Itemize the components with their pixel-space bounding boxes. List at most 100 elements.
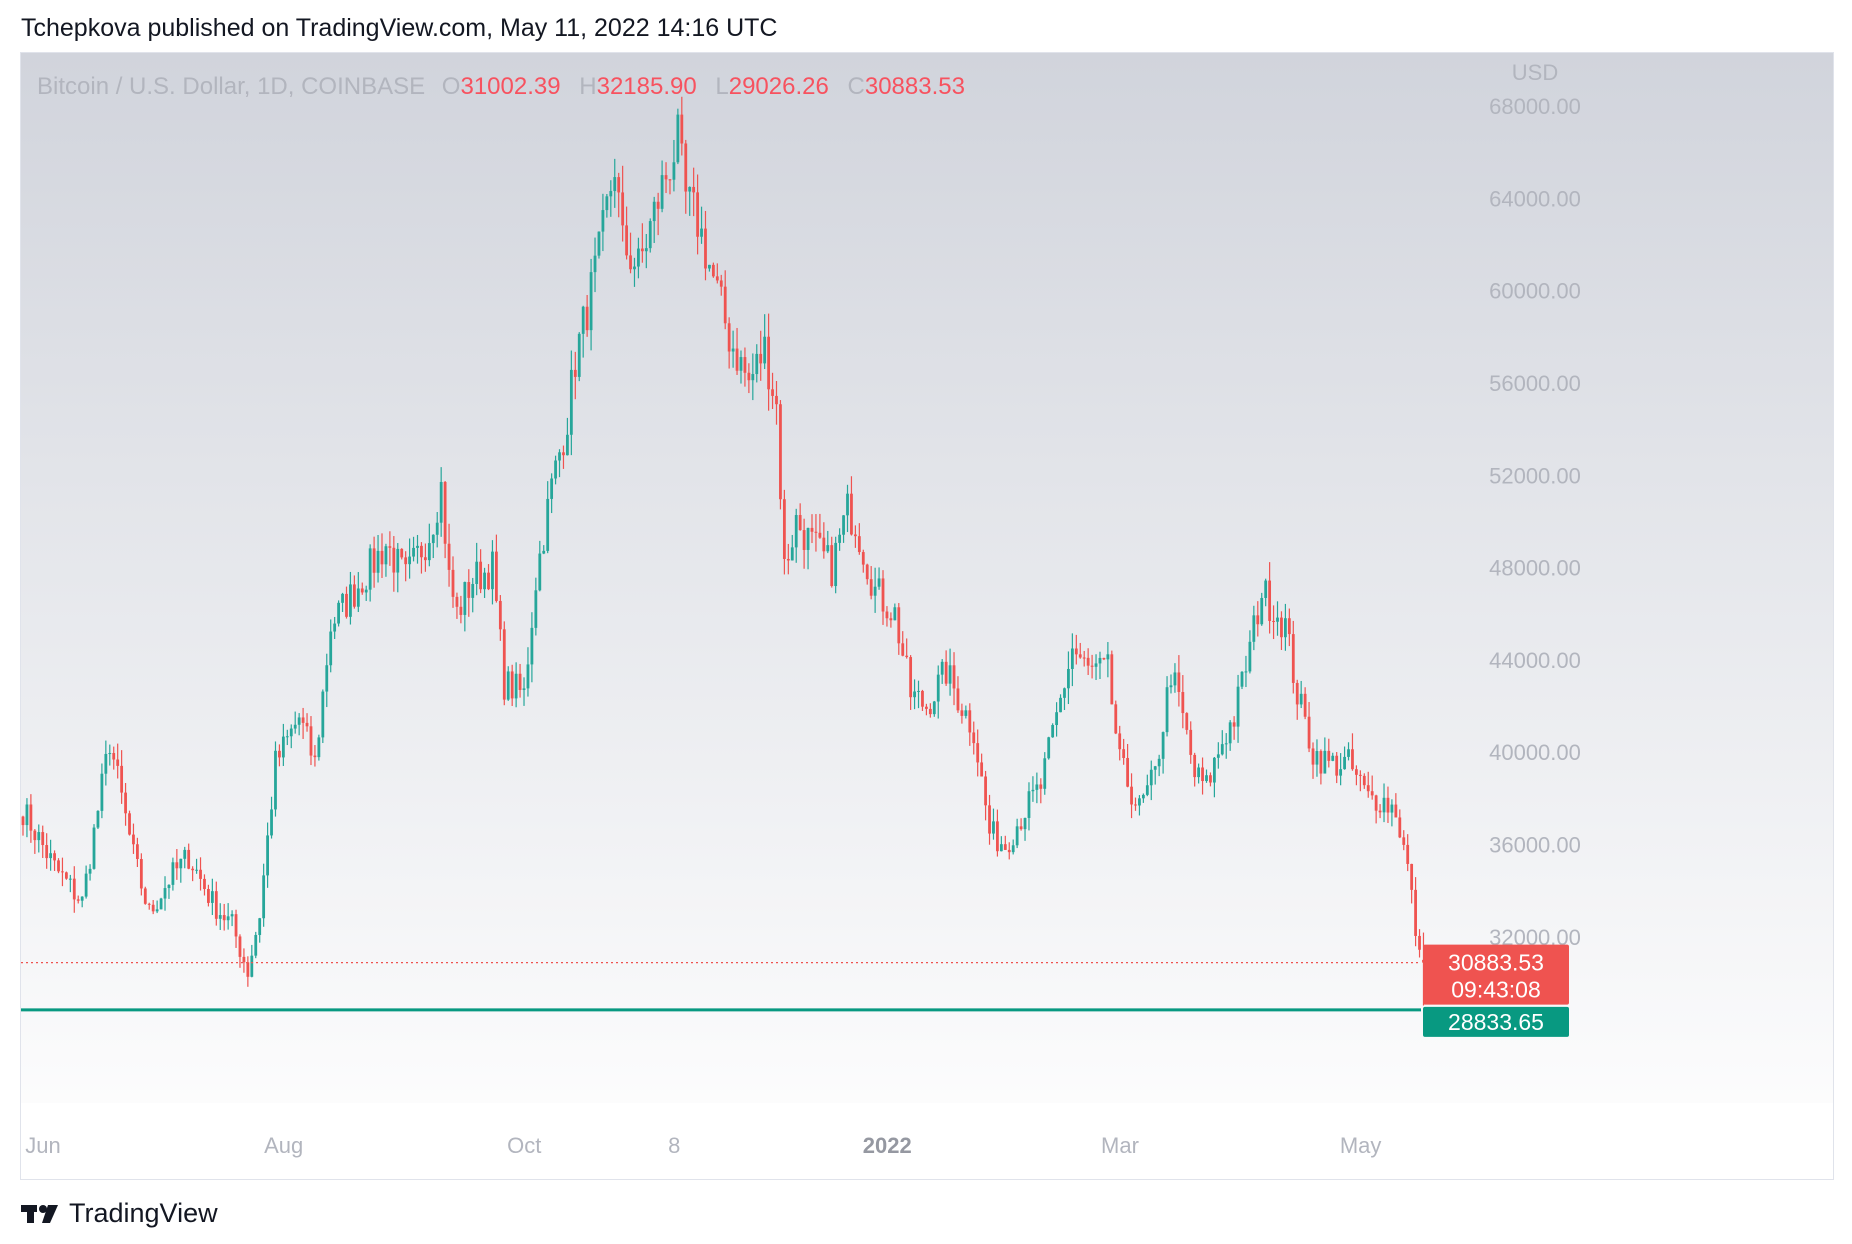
candle-body	[1402, 837, 1406, 845]
candle-body	[1067, 668, 1070, 689]
candle-body	[116, 759, 120, 766]
candle-body	[1070, 648, 1074, 669]
candle-body	[577, 333, 581, 377]
candle-body	[155, 909, 159, 912]
candle-body	[435, 522, 439, 535]
candle-body	[76, 899, 80, 901]
candle-body	[1027, 791, 1031, 818]
candle-body	[842, 515, 845, 535]
candle-body	[33, 830, 37, 841]
candle-body	[439, 481, 443, 523]
candle-body	[459, 606, 463, 615]
candle-body	[1181, 692, 1185, 714]
candle-body	[1106, 654, 1110, 660]
candle-body	[41, 832, 45, 846]
y-tick-label: 48000.00	[1489, 556, 1581, 581]
candle-body	[226, 916, 230, 921]
candle-body	[108, 753, 112, 755]
low-key: L	[715, 73, 729, 100]
y-tick-label: 60000.00	[1489, 279, 1581, 304]
candle-body	[1078, 654, 1082, 658]
candle-body	[530, 627, 534, 665]
candle-body	[84, 873, 88, 897]
candle-body	[723, 286, 727, 324]
candle-body	[964, 710, 968, 716]
candle-body	[1201, 767, 1204, 782]
candle-body	[1205, 775, 1208, 782]
candle-body	[120, 765, 124, 793]
candle-body	[1011, 845, 1015, 853]
x-tick-label: 2022	[863, 1133, 912, 1158]
candle-body	[637, 248, 640, 267]
candle-body	[542, 550, 546, 554]
candle-body	[491, 551, 494, 590]
candle-body	[747, 372, 751, 381]
candle-body	[238, 936, 242, 957]
candle-body	[1418, 935, 1421, 950]
candle-body	[1138, 798, 1141, 806]
price-tag-countdown: 09:43:08	[1451, 977, 1541, 1003]
candle-body	[1161, 732, 1165, 759]
candle-body	[285, 736, 289, 738]
candle-body	[368, 548, 372, 590]
candlestick-chart[interactable]: USD32000.0036000.0040000.0044000.0048000…	[21, 53, 1834, 1180]
candle-body	[479, 561, 483, 590]
candle-body	[794, 515, 798, 548]
candle-body	[826, 545, 830, 552]
candle-body	[1382, 797, 1386, 813]
candle-body	[498, 600, 502, 630]
candle-body	[349, 584, 352, 617]
candle-body	[230, 914, 234, 917]
candle-body	[656, 201, 660, 209]
candle-body	[1019, 826, 1023, 830]
candle-body	[857, 536, 861, 553]
candle-body	[88, 868, 92, 874]
tradingview-logo-icon	[21, 1204, 58, 1223]
candle-body	[562, 452, 565, 456]
candle-body	[664, 175, 668, 180]
candle-body	[199, 869, 202, 879]
candle-body	[301, 717, 305, 723]
candle-body	[688, 186, 692, 192]
candle-body	[633, 266, 636, 270]
candle-body	[1228, 722, 1232, 744]
candle-body	[372, 548, 376, 573]
candle-body	[195, 869, 198, 871]
candle-body	[234, 914, 238, 937]
candle-body	[380, 550, 384, 565]
price-tag-value: 30883.53	[1448, 950, 1544, 976]
candle-body	[715, 276, 719, 281]
candle-body	[798, 515, 802, 531]
candle-body	[767, 336, 771, 390]
candle-body	[1102, 657, 1106, 660]
candle-body	[1398, 817, 1402, 838]
candle-body	[329, 631, 333, 666]
candle-body	[980, 762, 984, 777]
y-tick-label: 36000.00	[1489, 833, 1581, 858]
candle-body	[423, 557, 427, 561]
candle-body	[1327, 750, 1331, 761]
ohlc-legend: Bitcoin / U.S. Dollar, 1D, COINBASE O310…	[37, 73, 977, 101]
candle-body	[1315, 751, 1319, 765]
candle-body	[96, 810, 100, 828]
candle-body	[1090, 665, 1094, 667]
candle-body	[877, 578, 881, 587]
candle-body	[1331, 755, 1335, 761]
candle-body	[1351, 749, 1354, 770]
candle-body	[1272, 620, 1275, 622]
candle-body	[621, 192, 625, 226]
candle-body	[1114, 704, 1118, 734]
y-tick-label: 52000.00	[1489, 463, 1581, 488]
candle-body	[846, 493, 849, 516]
candle-body	[333, 623, 337, 632]
candle-body	[266, 835, 269, 876]
candle-body	[1043, 758, 1047, 789]
candle-body	[1236, 686, 1240, 727]
candle-body	[207, 889, 210, 903]
candle-body	[270, 809, 273, 836]
chart-area[interactable]: USD 32000.00 36000.00 40000.00 44000.00 48000…	[20, 52, 1834, 1180]
candle-body	[893, 607, 897, 621]
candle-body	[420, 545, 423, 558]
candle-body	[640, 248, 644, 252]
candle-body	[431, 534, 435, 544]
